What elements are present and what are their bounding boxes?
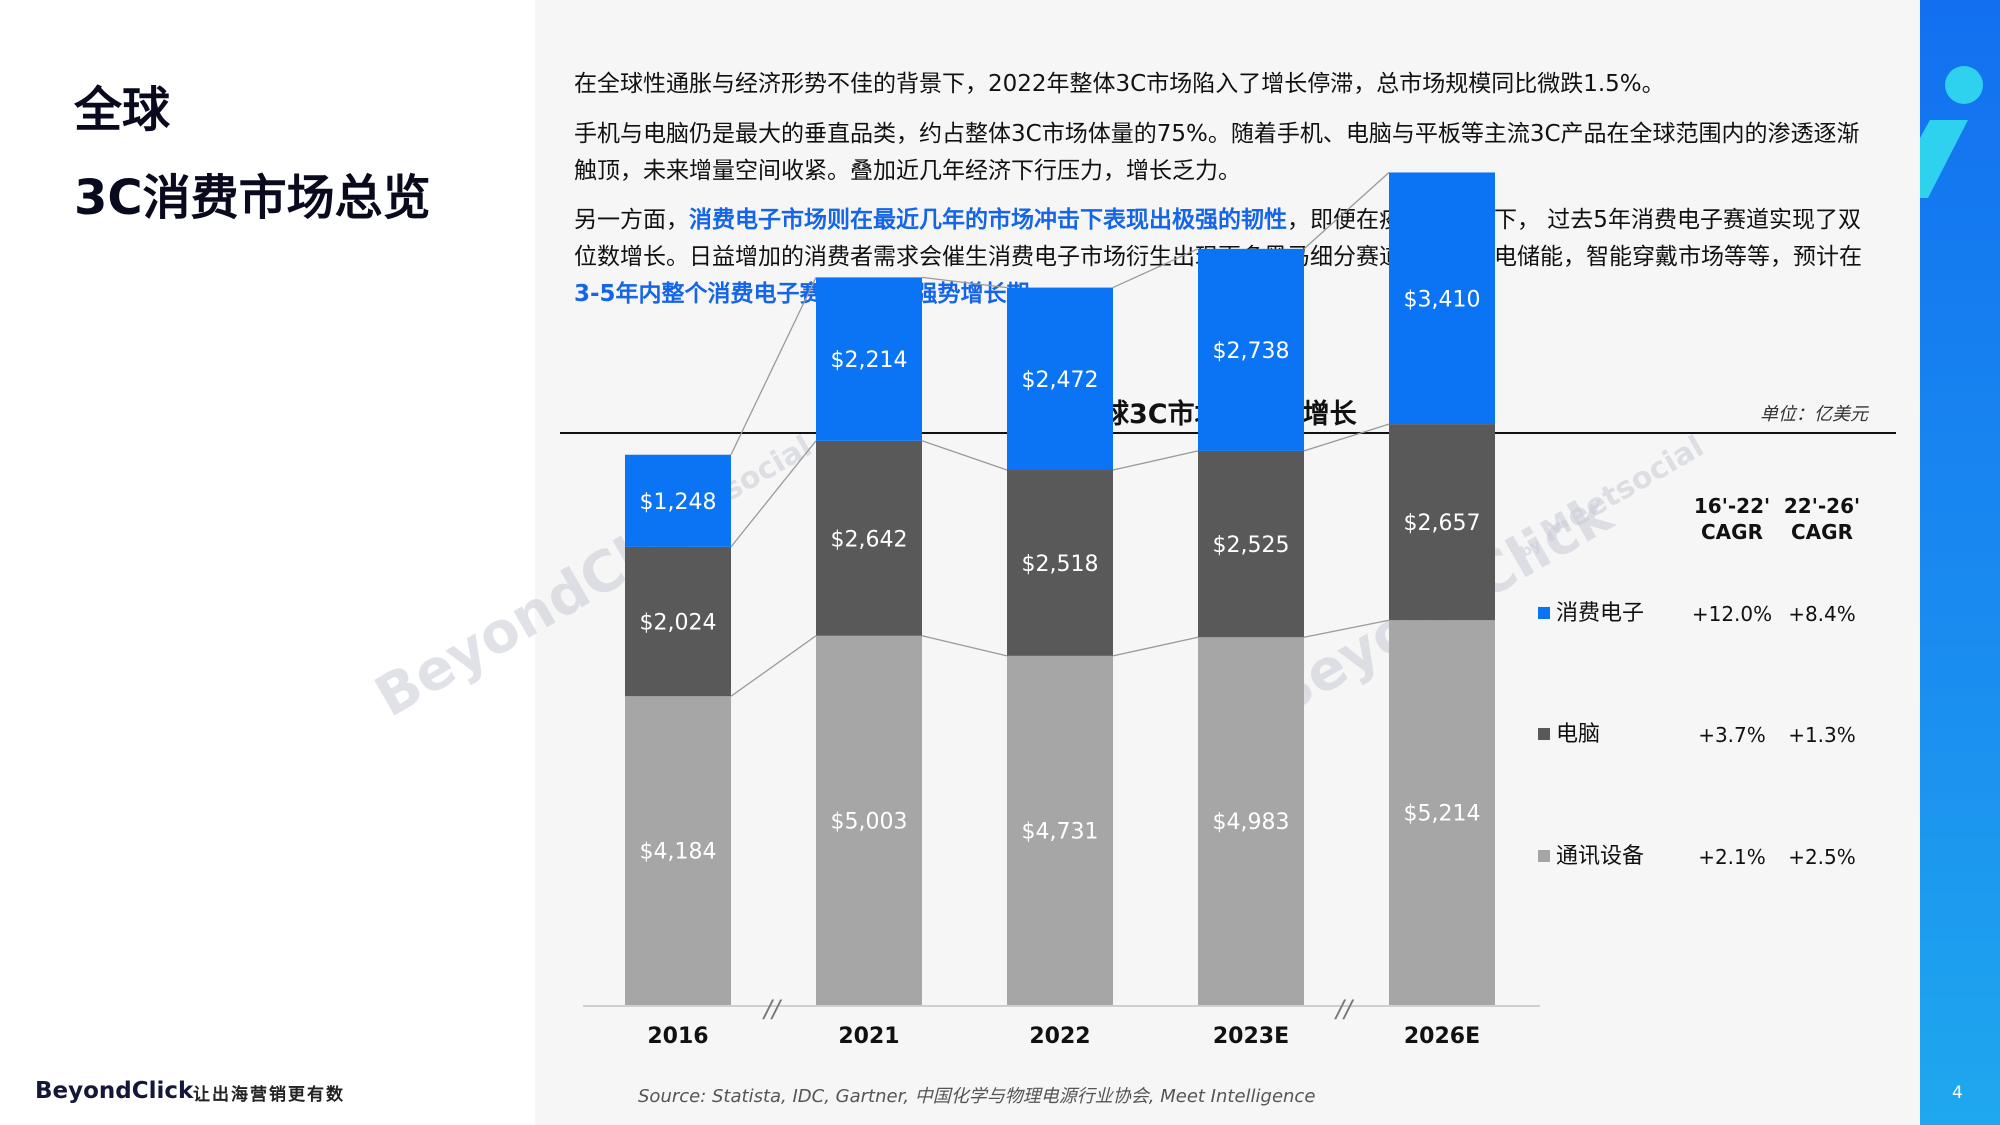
bar-segment — [625, 546, 731, 697]
bar-segment — [1007, 287, 1113, 471]
page-number: 4 — [1952, 1083, 1963, 1103]
paragraph-3-highlight-2: 3-5年内整个消费电子赛道会迎来强势增长期 — [574, 281, 1030, 307]
source-note: Source: Statista, IDC, Gartner, 中国化学与物理电… — [638, 1086, 1316, 1107]
bar-segment — [1007, 470, 1113, 656]
brand-slogan: 让出海营销更有数 — [193, 1085, 345, 1105]
x-tick-label: 2023E — [1213, 1024, 1289, 1049]
cagr-value: +2.5% — [1788, 845, 1856, 869]
bar-segment — [625, 454, 731, 547]
data-label: $2,024 — [640, 611, 717, 636]
page-title-line1: 全球 — [74, 82, 171, 138]
cagr-value: +12.0% — [1692, 602, 1772, 626]
connector-line — [921, 276, 1008, 289]
bar-segment — [816, 635, 922, 1005]
legend-swatch — [1538, 850, 1550, 862]
axis-break-mark: // — [1334, 995, 1355, 1023]
left-panel — [0, 0, 535, 1125]
connector-line — [1112, 636, 1199, 657]
x-tick-label: 2026E — [1404, 1024, 1480, 1049]
data-label: $4,731 — [1022, 819, 1099, 844]
connector-line — [730, 440, 817, 548]
data-label: $3,410 — [1404, 287, 1481, 312]
chart-unit: 单位：亿美元 — [1760, 404, 1868, 425]
cagr-value: +1.3% — [1788, 723, 1856, 747]
connector-line — [921, 440, 1008, 471]
axis-break-mark: // — [762, 995, 783, 1023]
connector-line — [921, 635, 1008, 657]
bar-segment — [816, 277, 922, 441]
legend-label: 通讯设备 — [1556, 844, 1644, 869]
connector-line — [730, 635, 817, 697]
paragraph-2: 手机与电脑仍是最大的垂直品类，约占整体3C市场体量的75%。随着手机、电脑与平板… — [574, 121, 1860, 184]
bar-segment — [1389, 172, 1495, 425]
bar-segment — [1198, 248, 1304, 451]
cagr-value: +8.4% — [1788, 602, 1856, 626]
connector-line — [1303, 423, 1390, 452]
x-tick-label: 2016 — [647, 1024, 708, 1049]
cagr-header: 22'-26' — [1784, 494, 1860, 518]
x-tick-label: 2021 — [838, 1024, 899, 1049]
data-label: $5,003 — [831, 809, 908, 834]
data-label: $1,248 — [640, 490, 717, 515]
x-tick-label: 2022 — [1029, 1024, 1090, 1049]
connector-line — [1303, 619, 1390, 638]
legend-label: 电脑 — [1556, 722, 1600, 747]
bar-segment — [816, 440, 922, 636]
data-label: $2,518 — [1022, 552, 1099, 577]
legend-swatch — [1538, 607, 1550, 619]
connector-line — [730, 277, 817, 456]
paragraph-3-part-a: 另一方面， — [574, 207, 689, 233]
bar-segment — [1198, 637, 1304, 1005]
bar-segment — [1389, 424, 1495, 621]
cagr-header: CAGR — [1791, 520, 1853, 544]
page-title-line2: 3C消费市场总览 — [74, 170, 431, 226]
legend-swatch — [1538, 728, 1550, 740]
bars: $4,184 $2,024 $1,248 $5,003 $2,642 $2,214 $4,7… — [625, 172, 1495, 1005]
bar-segment — [1389, 620, 1495, 1005]
legend-label: 消费电子 — [1556, 601, 1644, 626]
accent-dot-icon — [1945, 66, 1983, 104]
data-label: $2,738 — [1213, 339, 1290, 364]
data-label: $5,214 — [1404, 802, 1481, 827]
accent-slash-icon — [1920, 120, 1968, 198]
cagr-header: CAGR — [1701, 520, 1763, 544]
data-label: $4,983 — [1213, 810, 1290, 835]
x-axis: 2016 2021 2022 2023E 2026E // // — [583, 995, 1540, 1049]
connector-line — [1112, 450, 1199, 471]
data-label: $2,214 — [831, 348, 908, 373]
connector-line — [1112, 248, 1199, 289]
bar-segment — [625, 696, 731, 1005]
data-label: $4,184 — [640, 840, 717, 865]
paragraph-3-highlight-1: 消费电子市场则在最近几年的市场冲击下表现出极强的韧性 — [689, 207, 1287, 233]
paragraph-1: 在全球性通胀与经济形势不佳的背景下，2022年整体3C市场陷入了增长停滞，总市场… — [574, 71, 1665, 97]
data-label: $2,472 — [1022, 368, 1099, 393]
bar-segment — [1198, 450, 1304, 638]
brand-logo: BeyondClick — [35, 1078, 194, 1104]
data-label: $2,642 — [831, 527, 908, 552]
bar-segment — [1007, 655, 1113, 1005]
cagr-header: 16'-22' — [1694, 494, 1770, 518]
data-label: $2,525 — [1213, 533, 1290, 558]
data-label: $2,657 — [1404, 511, 1481, 536]
connector-line — [1303, 171, 1390, 250]
cagr-value: +3.7% — [1698, 723, 1766, 747]
cagr-value: +2.1% — [1698, 845, 1766, 869]
connector-lines — [730, 171, 1390, 697]
watermark-sub: Meetsocial — [1535, 429, 1710, 550]
